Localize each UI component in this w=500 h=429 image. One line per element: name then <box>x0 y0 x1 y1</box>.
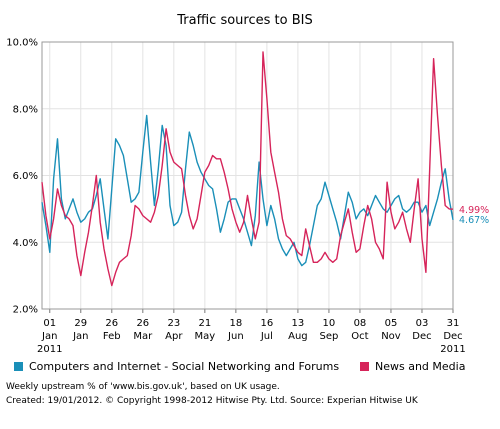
plot-frame <box>41 41 454 310</box>
x-tick-label: Jul <box>260 331 273 342</box>
x-tick-label: May <box>195 331 216 342</box>
end-value-label-social: 4.67% <box>459 215 489 226</box>
series-line-social-networking <box>41 114 454 267</box>
x-tick-label: Oct <box>351 331 368 342</box>
x-tick-label: 2011 <box>37 344 62 355</box>
footer-copyright: Created: 19/01/2012. © Copyright 1998-20… <box>6 396 418 406</box>
axes <box>41 41 454 313</box>
x-tick-label: Jan <box>72 331 88 342</box>
x-tick-label: 10 <box>323 318 336 329</box>
legend-swatch-news <box>360 362 369 371</box>
x-tick-label: 29 <box>74 318 87 329</box>
x-tick-label: 31 <box>447 318 460 329</box>
x-tick-label: 26 <box>105 318 118 329</box>
series-lines <box>41 51 454 287</box>
end-value-label-news: 4.99% <box>459 205 489 216</box>
footer-note: Weekly upstream % of 'www.bis.gov.uk', b… <box>6 382 280 392</box>
y-tick-label: 8.0% <box>13 104 38 115</box>
y-tick-label: 6.0% <box>13 171 38 182</box>
legend-item-news: News and Media <box>360 360 465 373</box>
y-tick-label: 10.0% <box>6 38 38 49</box>
y-tick-label: 4.0% <box>13 238 38 249</box>
series-line-news-media <box>41 51 454 287</box>
x-tick-label: Jan <box>41 331 57 342</box>
x-tick-label: 08 <box>354 318 367 329</box>
x-tick-label: Mar <box>133 331 153 342</box>
x-tick-label: 21 <box>198 318 211 329</box>
x-tick-label: 2011 <box>440 344 465 355</box>
x-tick-label: Nov <box>381 331 401 342</box>
x-tick-label: Apr <box>165 331 183 342</box>
x-tick-label: 05 <box>385 318 398 329</box>
chart-title: Traffic sources to BIS <box>176 13 312 28</box>
x-tick-label: 13 <box>292 318 305 329</box>
grid <box>42 41 454 310</box>
x-tick-label: 23 <box>167 318 180 329</box>
x-tick-label: 01 <box>43 318 56 329</box>
legend-item-social: Computers and Internet - Social Networki… <box>14 360 339 373</box>
legend-label-news: News and Media <box>375 360 466 373</box>
legend-label-social: Computers and Internet - Social Networki… <box>29 360 340 373</box>
x-tick-label: 26 <box>136 318 149 329</box>
x-tick-label: Dec <box>443 331 462 342</box>
x-tick-label: Feb <box>103 331 121 342</box>
legend-swatch-social <box>14 362 23 371</box>
legend: Computers and Internet - Social Networki… <box>14 360 494 378</box>
x-tick-label: 16 <box>261 318 274 329</box>
x-tick-label: Dec <box>412 331 431 342</box>
x-tick-label: Sep <box>319 331 338 342</box>
x-tick-label: 18 <box>230 318 243 329</box>
tick-labels: 2.0% 4.0% 6.0% 8.0% 10.0% 01 Jan 2011 29 Jan 26 Feb… <box>6 38 489 356</box>
x-tick-label: Aug <box>288 331 308 342</box>
y-tick-label: 2.0% <box>13 305 38 316</box>
x-tick-label: Jun <box>227 331 244 342</box>
x-tick-label: 03 <box>416 318 429 329</box>
